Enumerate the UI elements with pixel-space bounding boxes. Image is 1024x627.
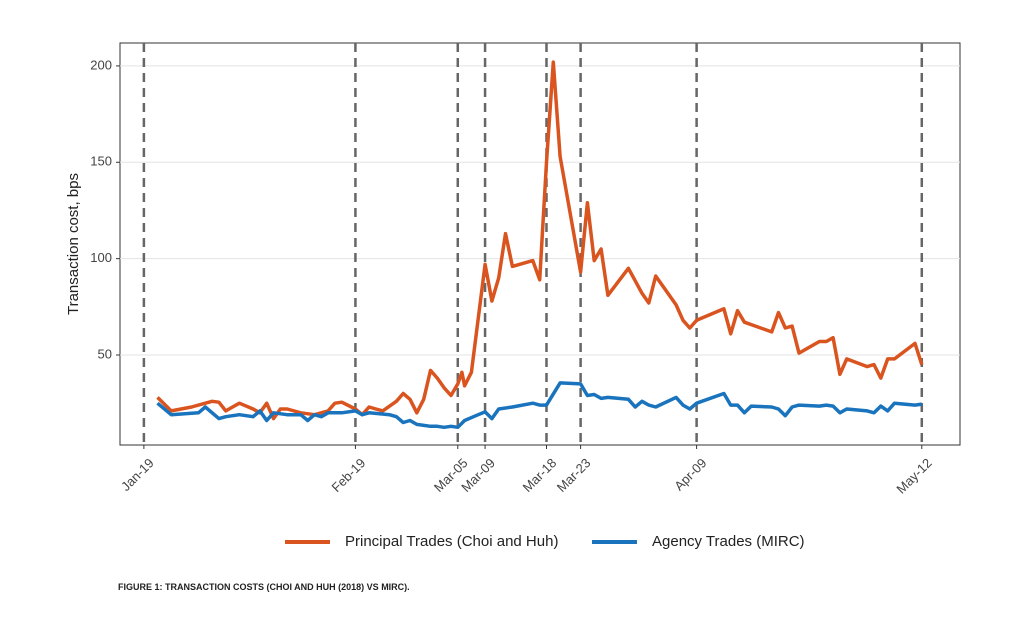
x-tick-label: May-12 [893,455,934,496]
series-line [156,60,924,421]
y-tick-label: 50 [98,346,112,361]
plot-frame [119,42,961,446]
y-tick-label: 150 [90,154,112,169]
y-axis-label: Transaction cost, bps [65,173,82,315]
x-tick-label: Apr-09 [671,455,709,493]
y-tick-label: 200 [90,57,112,72]
series-line [156,381,923,430]
x-tick-label: Jan-19 [118,455,157,494]
y-tick-label: 100 [90,250,112,265]
x-tick-label: Feb-19 [329,455,369,495]
legend-label: Principal Trades (Choi and Huh) [345,533,558,550]
x-tick-label: Mar-18 [520,455,560,495]
x-tick-label: Mar-23 [554,455,594,495]
caption: FIGURE 1: TRANSACTION COSTS (CHOI AND HU… [118,582,410,592]
legend-label: Agency Trades (MIRC) [652,533,805,550]
